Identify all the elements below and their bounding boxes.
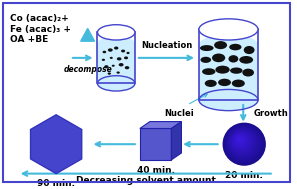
Ellipse shape (242, 69, 254, 77)
Ellipse shape (125, 66, 129, 69)
Ellipse shape (228, 128, 257, 157)
Ellipse shape (225, 125, 262, 162)
Ellipse shape (124, 57, 128, 59)
Ellipse shape (239, 56, 253, 64)
Ellipse shape (238, 138, 241, 141)
Ellipse shape (229, 44, 241, 50)
Ellipse shape (231, 131, 252, 151)
Ellipse shape (117, 57, 121, 60)
Polygon shape (81, 29, 94, 41)
Bar (140, 129, 171, 160)
Ellipse shape (199, 34, 258, 56)
Text: Growth: Growth (254, 109, 289, 118)
Polygon shape (171, 122, 181, 160)
Polygon shape (31, 115, 82, 174)
Ellipse shape (97, 36, 135, 51)
Ellipse shape (232, 132, 251, 150)
Ellipse shape (244, 46, 255, 54)
Ellipse shape (228, 127, 258, 158)
Ellipse shape (127, 52, 130, 54)
Ellipse shape (97, 76, 135, 91)
Ellipse shape (228, 55, 238, 63)
Ellipse shape (230, 130, 254, 154)
Ellipse shape (222, 123, 266, 166)
Ellipse shape (199, 89, 258, 111)
Ellipse shape (200, 57, 211, 63)
Text: 90 min.: 90 min. (37, 179, 75, 187)
Ellipse shape (225, 125, 261, 161)
Ellipse shape (108, 72, 111, 75)
Text: Decreasing solvent amount: Decreasing solvent amount (76, 176, 216, 185)
Ellipse shape (237, 137, 242, 142)
Ellipse shape (232, 80, 245, 87)
Ellipse shape (104, 65, 108, 68)
Ellipse shape (97, 25, 135, 40)
Bar (97, 44, 135, 83)
Ellipse shape (230, 130, 253, 153)
Ellipse shape (232, 132, 250, 149)
Text: Nuclei: Nuclei (164, 109, 194, 118)
Ellipse shape (226, 126, 260, 160)
Ellipse shape (202, 68, 215, 75)
Ellipse shape (223, 123, 265, 165)
Text: 40 min.: 40 min. (137, 166, 175, 175)
Ellipse shape (114, 46, 119, 50)
Polygon shape (140, 122, 181, 129)
Ellipse shape (108, 48, 113, 52)
Ellipse shape (110, 57, 113, 59)
Text: 20 min.: 20 min. (225, 171, 263, 180)
Ellipse shape (116, 71, 120, 74)
Text: Fe (acac)₃ +: Fe (acac)₃ + (10, 25, 71, 33)
Bar (97, 32, 135, 83)
Ellipse shape (229, 129, 255, 155)
Ellipse shape (233, 133, 249, 149)
Text: Nucleation: Nucleation (141, 41, 192, 50)
Ellipse shape (228, 129, 256, 156)
Ellipse shape (102, 59, 105, 61)
Ellipse shape (231, 131, 252, 152)
Ellipse shape (234, 135, 246, 146)
Ellipse shape (226, 126, 260, 160)
Ellipse shape (218, 79, 231, 86)
Ellipse shape (205, 80, 217, 87)
Ellipse shape (238, 138, 240, 140)
Ellipse shape (227, 127, 259, 159)
Ellipse shape (224, 124, 263, 163)
Ellipse shape (230, 67, 243, 74)
Ellipse shape (119, 63, 124, 67)
Ellipse shape (233, 133, 248, 148)
Ellipse shape (236, 136, 244, 144)
Ellipse shape (212, 53, 225, 62)
Ellipse shape (200, 45, 214, 51)
Ellipse shape (234, 134, 247, 147)
Ellipse shape (214, 41, 227, 49)
Ellipse shape (236, 136, 243, 143)
Ellipse shape (102, 51, 106, 53)
Ellipse shape (199, 19, 258, 40)
Ellipse shape (235, 135, 245, 145)
Ellipse shape (112, 65, 115, 67)
Bar (199, 45, 258, 100)
Ellipse shape (237, 137, 241, 142)
Ellipse shape (224, 124, 264, 164)
Bar (199, 29, 258, 100)
Text: OA +BE: OA +BE (10, 35, 48, 44)
Ellipse shape (215, 66, 230, 74)
Ellipse shape (121, 50, 125, 53)
Text: Co (acac)₂+: Co (acac)₂+ (10, 14, 69, 23)
Text: decompose: decompose (63, 65, 112, 74)
